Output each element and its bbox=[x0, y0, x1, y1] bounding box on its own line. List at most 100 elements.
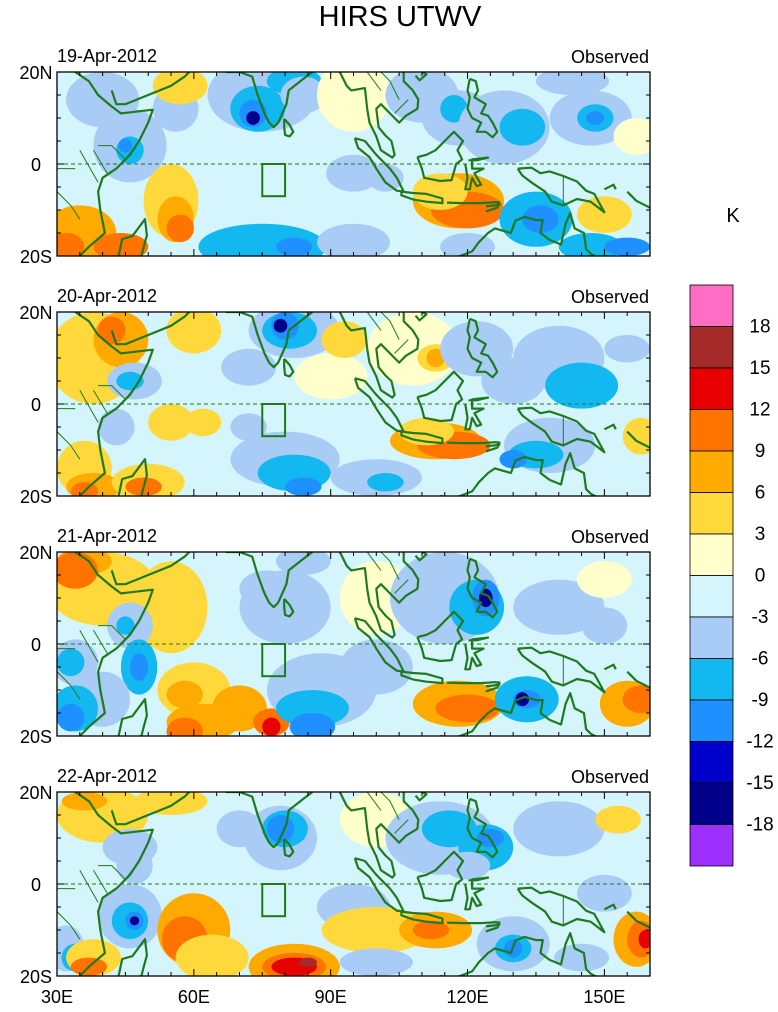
anomaly-contour bbox=[513, 801, 605, 857]
colorbar-label: -6 bbox=[752, 649, 769, 670]
anomaly-contour bbox=[554, 943, 609, 972]
anomaly-contour bbox=[134, 561, 208, 654]
anomaly-contour bbox=[545, 362, 619, 409]
border-line bbox=[98, 140, 140, 161]
lon-label: 30E bbox=[41, 987, 73, 1007]
coastline bbox=[469, 783, 473, 785]
coastline bbox=[416, 370, 465, 423]
anomaly-contour bbox=[280, 76, 327, 114]
anomaly-contour bbox=[98, 408, 135, 446]
coastline bbox=[283, 118, 295, 138]
coastline bbox=[353, 377, 405, 433]
anomaly-contour bbox=[166, 717, 203, 736]
anomaly-contour bbox=[581, 607, 628, 644]
coastline bbox=[485, 202, 501, 213]
anomaly-contour bbox=[285, 477, 322, 496]
colorbar-swatch bbox=[689, 782, 734, 825]
border-line bbox=[93, 869, 108, 894]
coastline bbox=[414, 792, 428, 802]
anomaly-contour bbox=[275, 690, 349, 727]
coastline bbox=[414, 552, 428, 562]
colorbar-label: 0 bbox=[755, 566, 766, 587]
coastline bbox=[469, 303, 473, 305]
coastline bbox=[464, 156, 490, 191]
anomaly-contour bbox=[321, 907, 431, 953]
coastline bbox=[466, 317, 499, 379]
border-line bbox=[344, 54, 346, 63]
anomaly-contour bbox=[118, 138, 133, 153]
colorbar-swatch bbox=[689, 367, 734, 410]
coastline bbox=[353, 617, 405, 673]
panel-date: 22-Apr-2012 bbox=[57, 766, 157, 786]
border-line bbox=[79, 389, 99, 423]
colorbar-swatch bbox=[689, 284, 734, 327]
map-panel: 20N 0 20S 19-Apr-2012 Observed bbox=[19, 46, 651, 267]
anomaly-field bbox=[57, 552, 650, 736]
lat-label: 20S bbox=[20, 487, 52, 507]
anomaly-field bbox=[57, 312, 650, 496]
border-line bbox=[344, 294, 346, 303]
colorbar-label: 18 bbox=[749, 317, 770, 338]
anomaly-contour bbox=[622, 685, 650, 713]
anomaly-contour bbox=[166, 312, 222, 354]
coastline bbox=[440, 932, 598, 976]
anomaly-contour bbox=[246, 111, 260, 125]
coastline bbox=[516, 406, 606, 454]
lat-label: 20N bbox=[19, 783, 52, 803]
anomaly-contour bbox=[638, 930, 650, 949]
anomaly-contour bbox=[216, 810, 263, 848]
anomaly-contour bbox=[57, 552, 98, 589]
anomaly-contour bbox=[116, 616, 135, 635]
anomaly-contour bbox=[444, 851, 491, 880]
colorbar-swatch bbox=[689, 658, 734, 701]
coastline bbox=[283, 838, 295, 858]
anomaly-contour bbox=[175, 934, 249, 976]
anomaly-contour bbox=[317, 72, 390, 132]
colorbar-unit: K bbox=[726, 205, 740, 227]
region-box bbox=[261, 643, 287, 678]
anomaly-contour bbox=[367, 164, 404, 192]
colorbar-label: -15 bbox=[746, 773, 773, 794]
colorbar-swatch bbox=[689, 824, 734, 867]
coastline bbox=[353, 137, 405, 193]
coastline bbox=[110, 792, 191, 826]
anomaly-contour bbox=[57, 648, 85, 677]
colorbar-swatch bbox=[689, 741, 734, 784]
coastline bbox=[283, 598, 295, 618]
border-line bbox=[380, 72, 400, 100]
axis-ticks bbox=[56, 311, 651, 497]
anomaly-contour bbox=[499, 450, 527, 469]
colorbar-label: 9 bbox=[755, 441, 766, 462]
anomaly-contour bbox=[152, 72, 208, 105]
coastline bbox=[603, 183, 617, 191]
coastline bbox=[469, 63, 473, 65]
coastline bbox=[466, 557, 499, 619]
colorbar-swatch bbox=[689, 450, 734, 493]
anomaly-contour bbox=[595, 805, 641, 834]
coastline bbox=[516, 166, 606, 214]
border-line bbox=[93, 629, 108, 654]
anomaly-contour bbox=[276, 237, 313, 256]
coastline bbox=[440, 692, 598, 736]
panel-date: 21-Apr-2012 bbox=[57, 526, 157, 546]
colorbar-label: -12 bbox=[746, 732, 773, 753]
border-line bbox=[57, 910, 81, 940]
axis-ticks bbox=[56, 71, 651, 257]
coastline bbox=[516, 646, 606, 694]
lat-label: 20S bbox=[20, 247, 52, 267]
coastlines bbox=[74, 303, 650, 496]
coastlines bbox=[74, 552, 650, 736]
lon-label: 120E bbox=[447, 987, 489, 1007]
border-line bbox=[344, 534, 346, 543]
anomaly-contour bbox=[613, 118, 650, 155]
border-line bbox=[366, 72, 382, 91]
anomaly-contour bbox=[622, 417, 650, 455]
coastlines bbox=[74, 63, 650, 256]
anomaly-contour bbox=[426, 348, 445, 368]
coastline bbox=[338, 72, 420, 159]
coastline bbox=[400, 910, 444, 925]
coastline bbox=[117, 938, 148, 976]
lat-label: 20S bbox=[20, 967, 52, 987]
anomaly-contour bbox=[321, 321, 368, 358]
panel-observed-label: Observed bbox=[571, 527, 649, 547]
